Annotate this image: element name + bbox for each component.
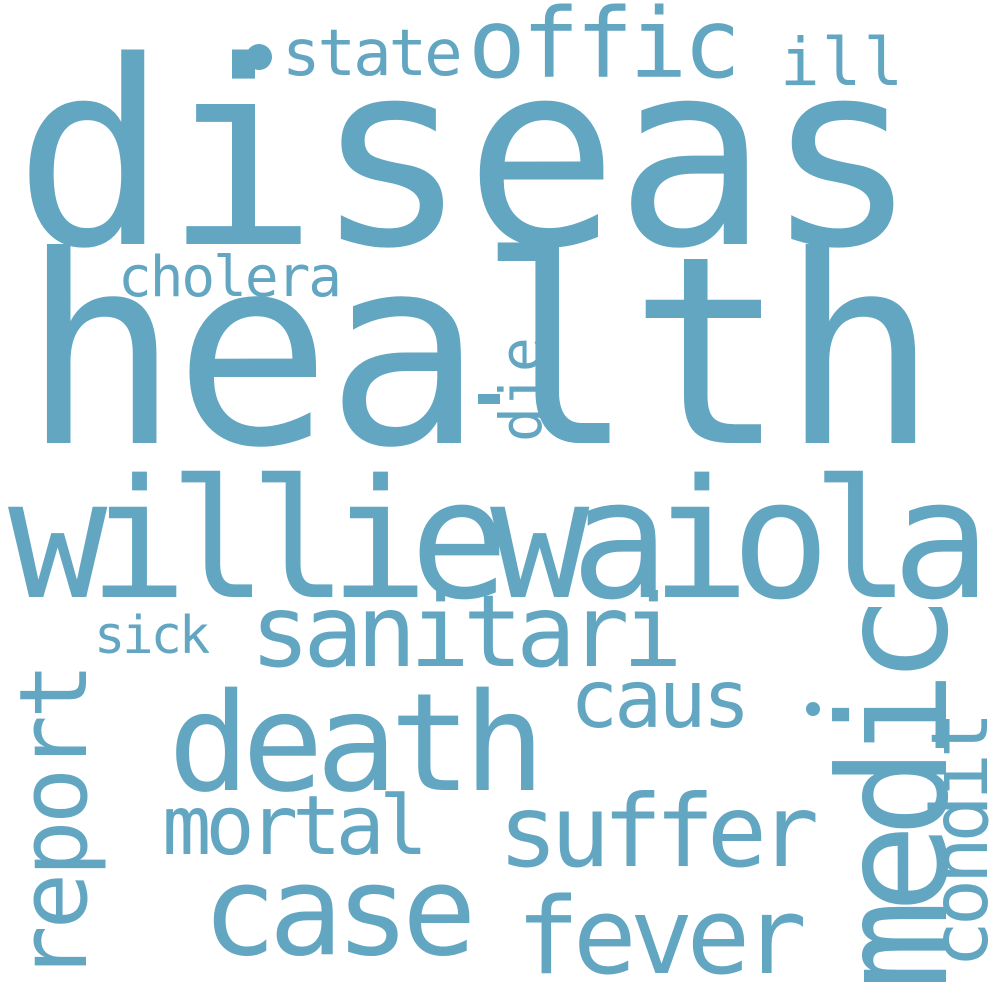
word-die: die — [487, 337, 555, 442]
word-case: case — [202, 840, 477, 984]
word-fever: fever — [516, 875, 807, 998]
word-report: report — [0, 666, 109, 982]
dot-mark — [806, 702, 820, 716]
word-sanitari: sanitari — [250, 573, 683, 690]
word-caus: caus — [570, 653, 751, 746]
word-ill: ill — [780, 24, 906, 101]
word-condit: condit — [916, 716, 1000, 968]
dash-mark — [478, 394, 500, 404]
word-mortal: mortal — [162, 779, 428, 874]
word-suffer: suffer — [498, 773, 819, 890]
dot-mark — [246, 44, 272, 70]
word-williewaiola: williewaiola — [8, 444, 991, 636]
word-death: death — [168, 665, 545, 823]
word-cholera: cholera — [118, 245, 342, 310]
word-sick: sick — [94, 606, 210, 666]
word-health: health — [22, 200, 938, 505]
word-diseas: diseas — [14, 7, 919, 305]
word-state: state — [282, 17, 463, 91]
word-offic: offic — [468, 0, 741, 100]
